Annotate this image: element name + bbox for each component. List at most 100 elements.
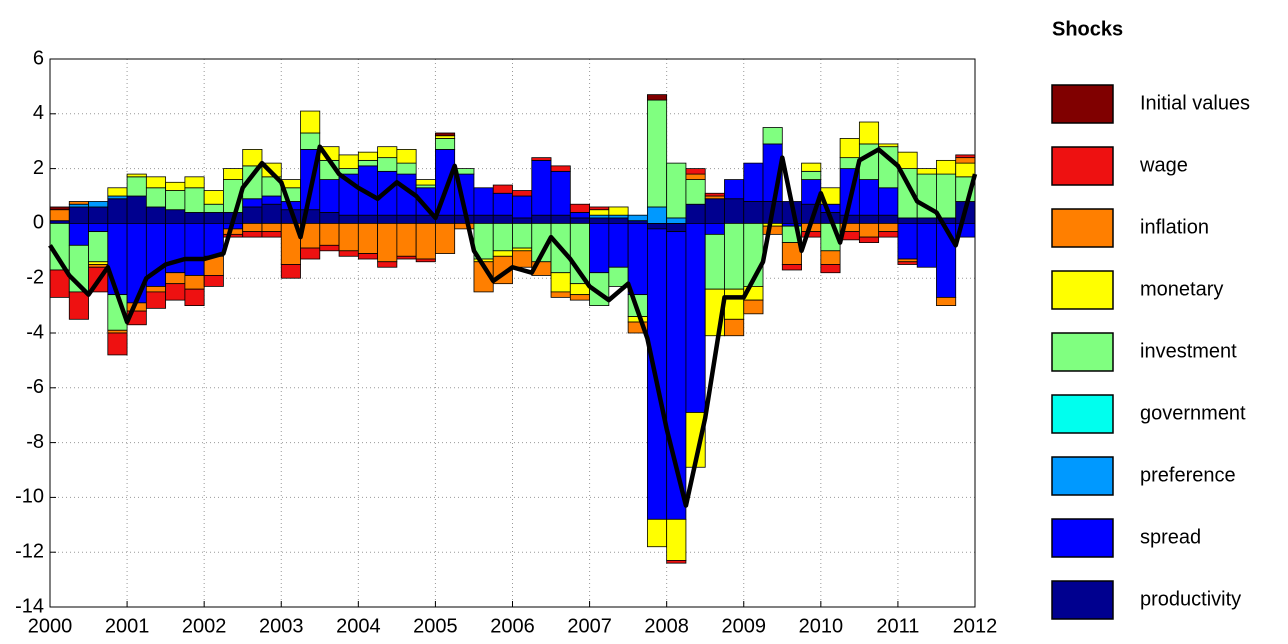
bar-segment	[724, 288, 745, 320]
bar-segment	[897, 217, 918, 224]
bar-segment	[936, 173, 957, 219]
bar-segment	[608, 214, 629, 219]
bar-segment	[512, 195, 533, 219]
bar-segment	[88, 261, 109, 265]
bar-segment	[743, 299, 764, 315]
bar-segment	[68, 201, 89, 205]
bar-segment	[743, 201, 764, 224]
bar-segment	[685, 203, 706, 224]
legend-swatch	[1051, 332, 1114, 372]
bar-segment	[396, 255, 417, 260]
bar-segment	[203, 190, 224, 205]
bar-segment	[955, 162, 976, 178]
bar-segment	[203, 222, 224, 257]
legend-label: investment	[1140, 340, 1237, 362]
bar-segment	[107, 222, 128, 296]
bar-segment	[435, 135, 456, 139]
y-tick-label: 6	[33, 47, 44, 69]
bar-segment	[319, 244, 340, 252]
bar-segment	[666, 222, 687, 233]
bar-segment	[184, 222, 205, 276]
legend-swatch	[1051, 394, 1114, 434]
x-tick-label: 2005	[413, 615, 458, 637]
legend-swatch	[1051, 580, 1114, 620]
bar-segment	[589, 217, 610, 224]
x-tick-label: 2009	[722, 615, 767, 637]
bar-segment	[569, 294, 590, 301]
bar-segment	[145, 286, 167, 293]
bar-segment	[589, 209, 610, 216]
bar-segment	[627, 222, 648, 296]
bar-segment	[743, 162, 764, 202]
bar-segment	[550, 165, 571, 172]
bar-segment	[357, 253, 379, 260]
bar-segment	[184, 187, 205, 213]
legend-label: productivity	[1140, 588, 1241, 610]
y-tick-label: -10	[15, 486, 44, 508]
bar-segment	[801, 162, 822, 172]
bar-segment	[685, 222, 706, 413]
x-tick-label: 2012	[953, 615, 998, 637]
legend-swatch	[1051, 146, 1114, 186]
bar-segment	[512, 222, 533, 249]
total-line	[48, 144, 978, 508]
legend-swatch	[1051, 208, 1114, 248]
bar-segment	[569, 212, 590, 219]
bar-segment	[165, 272, 186, 285]
y-tick-label: 4	[33, 102, 44, 124]
bar-segment	[936, 296, 957, 307]
bar-segment	[242, 149, 263, 167]
bar-segment	[762, 222, 783, 227]
bar-segment	[801, 170, 822, 180]
bar-segment	[820, 264, 841, 274]
bar-segment	[550, 170, 571, 216]
legend-swatch	[1051, 84, 1114, 124]
x-tick-label: 2003	[259, 615, 304, 637]
bar-segment	[107, 187, 128, 197]
bar-segment	[724, 179, 745, 200]
bar-segment	[839, 138, 860, 159]
bar-segment	[145, 176, 167, 189]
bar-segment	[589, 222, 610, 274]
bar-segment	[704, 222, 725, 235]
bar-segment	[357, 159, 379, 167]
bar-segment	[666, 518, 687, 561]
bar-segment	[724, 318, 745, 337]
bar-segment	[319, 179, 340, 213]
bar-segment	[627, 214, 648, 222]
bar-segment	[936, 222, 957, 298]
bar-segment	[415, 184, 436, 189]
legend-label: wage	[1139, 154, 1188, 176]
bar-segment	[916, 217, 937, 224]
x-tick-label: 2001	[105, 615, 150, 637]
bar-segment	[242, 206, 263, 224]
bar-segment	[184, 212, 205, 224]
bar-segment	[68, 222, 89, 246]
bar-segment	[377, 261, 398, 268]
bar-segment	[820, 250, 841, 265]
y-tick-label: -6	[26, 376, 44, 398]
bar-segment	[88, 231, 109, 263]
bar-segment	[126, 173, 147, 178]
bar-segment	[49, 209, 70, 222]
bar-segment	[300, 132, 321, 150]
bar-segment	[357, 214, 379, 224]
bar-segment	[608, 222, 629, 268]
bar-segment	[338, 154, 359, 169]
y-tick-label: -2	[26, 266, 44, 288]
legend-title: Shocks	[1052, 18, 1123, 40]
bar-segment	[955, 157, 976, 164]
bar-segment	[762, 225, 783, 235]
bar-segment	[531, 157, 552, 161]
bar-segment	[107, 332, 128, 356]
bar-segment	[685, 173, 706, 180]
bar-segment	[569, 203, 590, 213]
x-tick-label: 2006	[490, 615, 535, 637]
legend-label: preference	[1140, 464, 1236, 486]
bar-segment	[666, 217, 687, 224]
bar-segment	[223, 168, 244, 180]
bar-segment	[261, 203, 282, 224]
bar-segment	[165, 181, 186, 191]
bar-segment	[415, 222, 436, 260]
